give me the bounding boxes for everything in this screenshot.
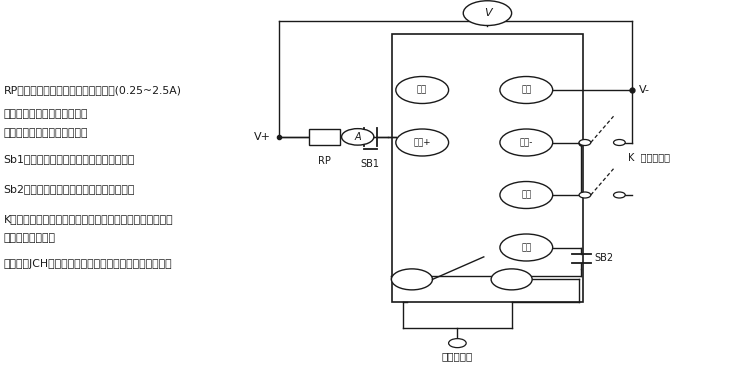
Circle shape [500, 182, 553, 209]
Circle shape [614, 192, 625, 198]
Circle shape [614, 140, 625, 146]
Text: K为刀开关或同一继电器的两付同时动作的常开触点，用来: K为刀开关或同一继电器的两付同时动作的常开触点，用来 [4, 214, 173, 224]
Text: SB2: SB2 [594, 254, 614, 263]
Text: Ⓥ为电压表用来监视额定电压: Ⓥ为电压表用来监视额定电压 [4, 128, 88, 138]
Circle shape [500, 76, 553, 104]
Text: RP: RP [318, 156, 331, 166]
Circle shape [463, 1, 512, 26]
Circle shape [449, 339, 466, 348]
Text: Sb1为常闭按钮，用来复位合闸保持电流。: Sb1为常闭按钮，用来复位合闸保持电流。 [4, 154, 135, 164]
Text: Sb2为常开按钮，用来测试放电闭锁功能。: Sb2为常开按钮，用来测试放电闭锁功能。 [4, 184, 135, 194]
Circle shape [396, 129, 449, 156]
Text: V+: V+ [254, 132, 271, 142]
Text: 控制延时的启动。: 控制延时的启动。 [4, 233, 56, 243]
Circle shape [342, 129, 374, 145]
Text: 接秒表停止: 接秒表停止 [442, 351, 473, 361]
Circle shape [500, 234, 553, 261]
Text: Ⓐ为安培表用来监视合闸电流: Ⓐ为安培表用来监视合闸电流 [4, 110, 88, 119]
Circle shape [491, 269, 532, 290]
Text: 放电: 放电 [521, 243, 531, 252]
Text: V-: V- [639, 85, 650, 95]
Circle shape [391, 269, 432, 290]
Bar [309, 129, 340, 145]
Text: 另有一付JCH常开触点接秒表停止，用来停止秒表计时。: 另有一付JCH常开触点接秒表停止，用来停止秒表计时。 [4, 260, 172, 269]
Text: 启动: 启动 [521, 190, 531, 200]
Text: V: V [484, 8, 491, 18]
Text: 合闸: 合闸 [521, 86, 531, 94]
Circle shape [579, 140, 591, 146]
Text: 电源-: 电源- [520, 138, 533, 147]
Text: 电源+: 电源+ [413, 138, 431, 147]
Text: SB1: SB1 [361, 159, 380, 169]
Circle shape [396, 76, 449, 104]
Circle shape [500, 129, 553, 156]
Bar [392, 34, 583, 302]
Text: RP为大功率滑成变阻器用来调节电流(0.25~2.5A): RP为大功率滑成变阻器用来调节电流(0.25~2.5A) [4, 85, 182, 95]
Text: 重合: 重合 [417, 86, 427, 94]
Circle shape [579, 192, 591, 198]
Text: K  接秒表启动: K 接秒表启动 [628, 153, 670, 162]
Text: A: A [354, 132, 361, 142]
